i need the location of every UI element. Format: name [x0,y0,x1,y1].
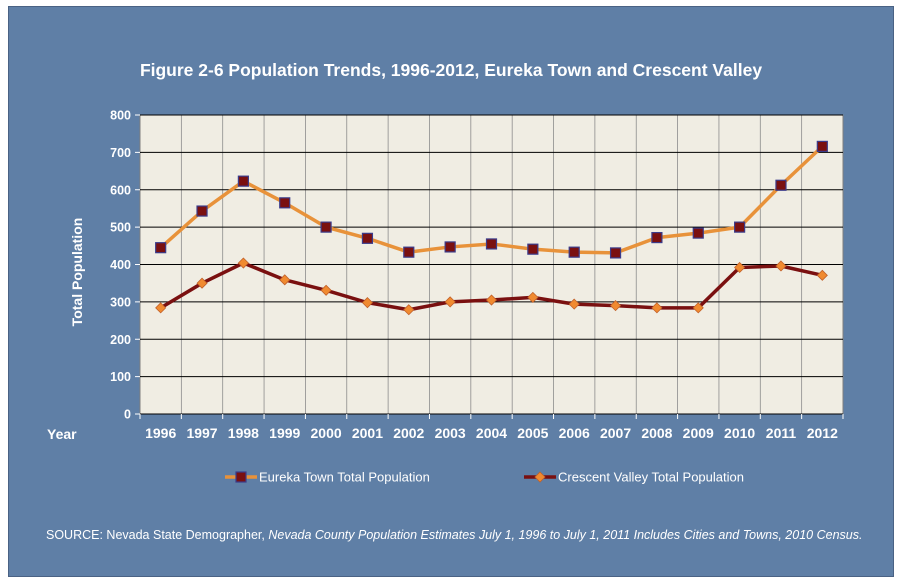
x-tick-label: 2003 [435,425,466,441]
data-point-series-1 [279,197,291,209]
x-tick-label: 1998 [228,425,259,441]
data-point-series-1 [485,238,498,250]
data-point-series-2 [568,298,580,310]
y-tick-label: 200 [110,333,131,347]
data-point-series-1 [609,247,622,259]
y-tick-label: 800 [110,109,131,123]
legend-label: Crescent Valley Total Population [558,470,744,485]
chart-title: Figure 2-6 Population Trends, 1996-2012,… [139,60,763,80]
x-tick-label: 2006 [559,425,590,441]
data-point-series-1 [155,242,167,254]
data-point-series-2 [444,296,456,308]
legend-swatch-marker [235,471,247,483]
x-tick-label: 2009 [683,425,714,441]
source-citation: Nevada County Population Estimates July … [268,528,863,542]
source-prefix: SOURCE: Nevada State Demographer, [46,528,265,542]
data-point-series-1 [775,179,787,191]
x-tick-label: 2007 [600,425,631,441]
data-point-series-2 [361,297,374,309]
data-point-series-1 [196,205,208,217]
x-tick-label: 1996 [145,425,176,441]
source-note: SOURCE: Nevada State Demographer, Nevada… [46,527,866,543]
data-point-series-1 [444,241,456,253]
data-point-series-2 [485,294,498,306]
y-tick-label: 0 [124,408,131,422]
data-point-series-2 [692,302,704,314]
data-point-series-1 [568,246,580,258]
data-point-series-2 [237,257,249,269]
data-point-series-1 [651,231,663,244]
data-point-series-2 [609,300,622,312]
data-point-series-2 [196,277,208,289]
x-tick-label: 2005 [517,425,548,441]
data-point-series-1 [816,140,828,152]
data-point-series-1 [320,221,332,233]
x-tick-label: 2011 [766,425,797,441]
y-tick-label: 500 [110,221,131,235]
data-point-series-2 [155,302,167,314]
data-point-series-1 [361,232,374,244]
data-point-series-2 [527,291,539,303]
data-point-series-2 [775,260,787,272]
x-tick-label: 1999 [269,425,300,441]
data-point-series-1 [692,227,704,239]
y-tick-label: 600 [110,183,131,197]
data-point-series-1 [403,246,415,258]
x-tick-label: 1997 [186,425,217,441]
data-point-series-2 [320,284,332,296]
data-point-series-2 [816,269,828,281]
y-tick-label: 400 [110,258,131,272]
data-point-series-1 [237,175,249,187]
data-point-series-2 [403,304,415,316]
data-point-series-1 [734,221,746,233]
legend-label: Eureka Town Total Population [259,470,430,485]
y-tick-label: 300 [110,295,131,309]
x-axis-label: Year [47,426,77,442]
data-point-series-2 [279,274,291,286]
x-tick-label: 2010 [724,425,755,441]
data-point-series-2 [651,302,663,314]
legend-swatch-marker [534,471,546,483]
x-tick-label: 2008 [641,425,672,441]
x-tick-label: 2002 [393,425,424,441]
x-tick-label: 2001 [352,425,383,441]
y-tick-label: 100 [110,370,131,384]
data-point-series-1 [527,243,539,255]
data-point-series-2 [734,261,746,274]
x-tick-label: 2000 [311,425,342,441]
x-tick-label: 2004 [476,425,507,441]
y-tick-label: 700 [110,146,131,160]
x-tick-label: 2012 [807,425,838,441]
